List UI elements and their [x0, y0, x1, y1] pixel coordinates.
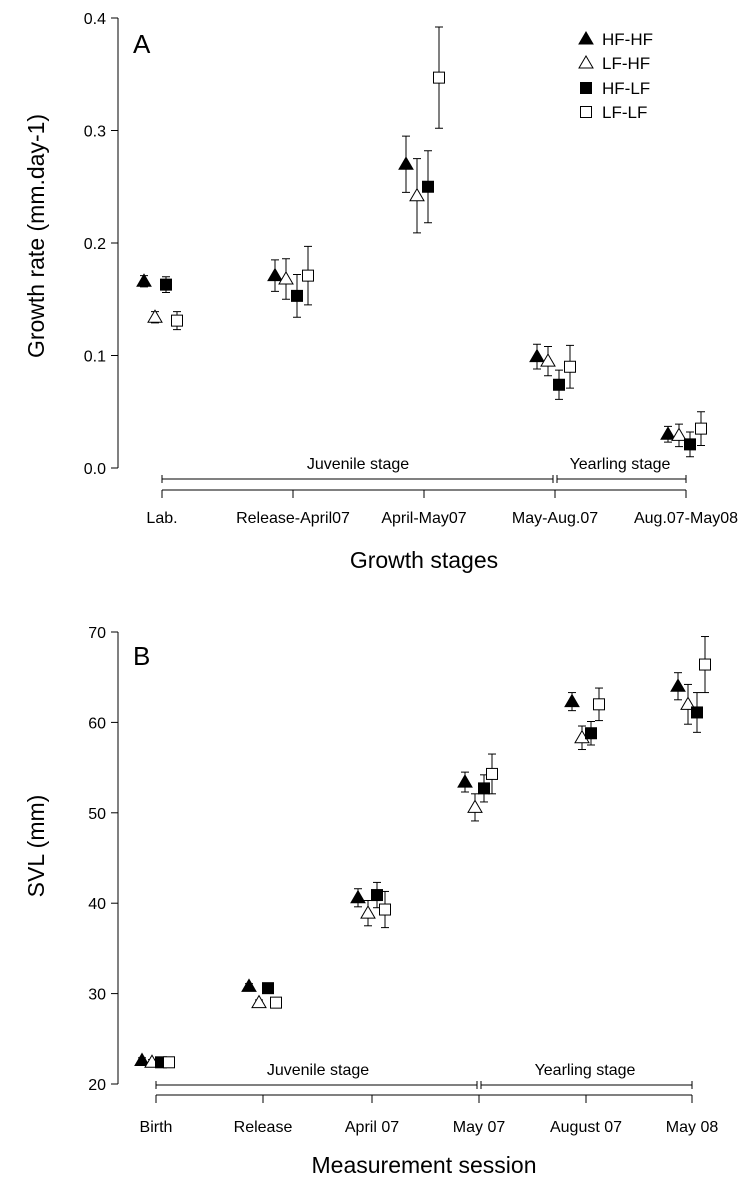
panel-a-stage-juvenile: Juvenile stage: [307, 456, 409, 473]
panel-a-plot: 0.0 0.1 0.2 0.3 0.4 Lab. Release-April07 April-…: [84, 11, 738, 527]
panel-a-point-lf-hf: [671, 427, 687, 441]
panel-b-point-hf-hf: [350, 889, 366, 904]
panel-a-point-hf-hf: [267, 267, 283, 282]
panel-a-y-tick-label: 0.4: [84, 11, 106, 28]
panel-b-point-hf-lf: [691, 706, 703, 719]
legend-item-hf-hf: HF-HF: [578, 30, 653, 49]
panel-a-x-tick-label: May-Aug.07: [512, 510, 598, 527]
panel-b-point-lf-lf: [699, 658, 711, 671]
panel-b-point-hf-hf: [457, 774, 473, 788]
legend-label-hf-lf: HF-LF: [602, 79, 650, 98]
legend-item-lf-lf: LF-LF: [580, 103, 647, 122]
panel-b-x-tick-label: May 07: [453, 1119, 506, 1136]
legend-label-lf-lf: LF-LF: [602, 103, 647, 122]
legend-marker-lf-lf: [580, 106, 592, 118]
panel-b-point-lf-hf: [360, 905, 376, 919]
panel-a-stage-yearling: Yearling stage: [570, 456, 671, 473]
panel-b-point-lf-hf: [680, 696, 696, 710]
panel-b-letter: B: [133, 641, 150, 671]
legend-item-hf-lf: HF-LF: [580, 79, 650, 98]
panel-b-y-tick-label: 60: [88, 715, 106, 732]
legend-marker-hf-lf: [580, 82, 592, 94]
panel-a-point-hf-hf: [398, 156, 414, 170]
panel-a-point-hf-hf: [136, 273, 152, 287]
panel-b-x-tick-label: Release: [234, 1119, 293, 1136]
panel-b-point-lf-lf: [163, 1056, 175, 1069]
legend-symbol-hf-hf: [578, 31, 594, 45]
panel-a-point-hf-lf: [684, 438, 696, 451]
panel-a-point-hf-hf: [529, 348, 545, 363]
panel-a-x-tick-label: Aug.07-May08: [634, 510, 738, 527]
panel-a-point-hf-lf: [291, 289, 303, 302]
panel-b-y-tick-label: 30: [88, 987, 106, 1004]
panel-a-y-tick-label: 0.0: [84, 461, 106, 478]
panel-a-x-tick-label: Release-April07: [236, 510, 350, 527]
panel-b-point-hf-lf: [585, 727, 597, 740]
panel-b-point-hf-hf: [564, 693, 580, 708]
panel-b-point-hf-hf: [670, 678, 686, 692]
panel-b-point-hf-lf: [371, 889, 383, 902]
panel-a-x-tick-label: Lab.: [146, 510, 177, 527]
panel-b-x-tick-label: May 08: [666, 1119, 719, 1136]
legend-marker-hf-hf: [578, 31, 594, 45]
panel-b-stage-juvenile: Juvenile stage: [267, 1062, 369, 1079]
panel-b-stage-yearling: Yearling stage: [535, 1062, 636, 1079]
panel-a-point-lf-lf: [564, 360, 576, 373]
panel-b-x-tick-label: Birth: [140, 1119, 173, 1136]
panel-a-y-tick-label: 0.3: [84, 124, 106, 141]
panel-b-point-lf-lf: [486, 767, 498, 780]
panel-a-point-lf-hf: [540, 353, 556, 367]
panel-a-point-lf-hf: [278, 271, 294, 285]
panel-a-point-lf-hf: [409, 187, 425, 202]
legend-item-lf-hf: LF-HF: [578, 54, 650, 73]
panel-a-y-tick-label: 0.1: [84, 349, 106, 366]
panel-a-xlabel: Growth stages: [350, 547, 498, 573]
panel-b-point-lf-lf: [593, 698, 605, 711]
panel-a-point-hf-lf: [160, 278, 172, 291]
panel-b-y-tick-label: 70: [88, 625, 106, 642]
panel-b-point-lf-lf: [379, 903, 391, 916]
panel-b: 20 30 40 50 60 70 Birth Release April 07 May 07 Au…: [23, 625, 718, 1178]
panel-b-point-lf-lf: [270, 996, 282, 1009]
panel-b-y-tick-label: 40: [88, 896, 106, 913]
panel-a-point-hf-lf: [553, 378, 565, 391]
panel-b-point-hf-hf: [134, 1052, 150, 1066]
panel-a-point-hf-lf: [422, 180, 434, 193]
legend-symbol-hf-lf: [580, 82, 592, 94]
panel-a-point-lf-lf: [171, 314, 183, 327]
panel-a-point-lf-hf: [147, 309, 163, 323]
panel-b-point-lf-hf: [467, 799, 483, 813]
panel-a-point-hf-hf: [660, 426, 676, 440]
panel-a-point-lf-lf: [302, 269, 314, 282]
legend-symbol-lf-hf: [578, 55, 594, 69]
panel-b-point-hf-lf: [478, 782, 490, 795]
panel-b-xlabel: Measurement session: [312, 1152, 537, 1178]
panel-b-x-tick-label: April 07: [345, 1119, 399, 1136]
panel-b-plot: 20 30 40 50 60 70 Birth Release April 07 May 07 Au…: [88, 625, 718, 1136]
panel-b-x-tick-label: August 07: [550, 1119, 622, 1136]
legend-marker-lf-hf: [578, 55, 594, 69]
panel-a-point-lf-lf: [695, 422, 707, 435]
panel-a-ylabel: Growth rate (mm.day-1): [23, 114, 49, 358]
panel-a-x-tick-label: April-May07: [381, 510, 466, 527]
panel-b-point-hf-lf: [262, 982, 274, 995]
panel-b-y-tick-label: 50: [88, 806, 106, 823]
panel-a-y-tick-label: 0.2: [84, 236, 106, 253]
panel-b-y-tick-label: 20: [88, 1077, 106, 1094]
legend-label-hf-hf: HF-HF: [602, 30, 653, 49]
panel-b-point-hf-hf: [241, 978, 257, 992]
panel-a: 0.0 0.1 0.2 0.3 0.4 Lab. Release-April07 April-…: [23, 11, 738, 573]
panel-a-point-lf-lf: [433, 71, 445, 84]
legend-symbol-lf-lf: [580, 106, 592, 118]
panel-b-ylabel: SVL (mm): [23, 795, 49, 898]
panel-b-point-lf-hf: [251, 994, 267, 1009]
panel-a-letter: A: [133, 29, 151, 59]
legend-label-lf-hf: LF-HF: [602, 54, 650, 73]
legend: HF-HF LF-HF HF-LF LF-LF: [578, 30, 653, 122]
